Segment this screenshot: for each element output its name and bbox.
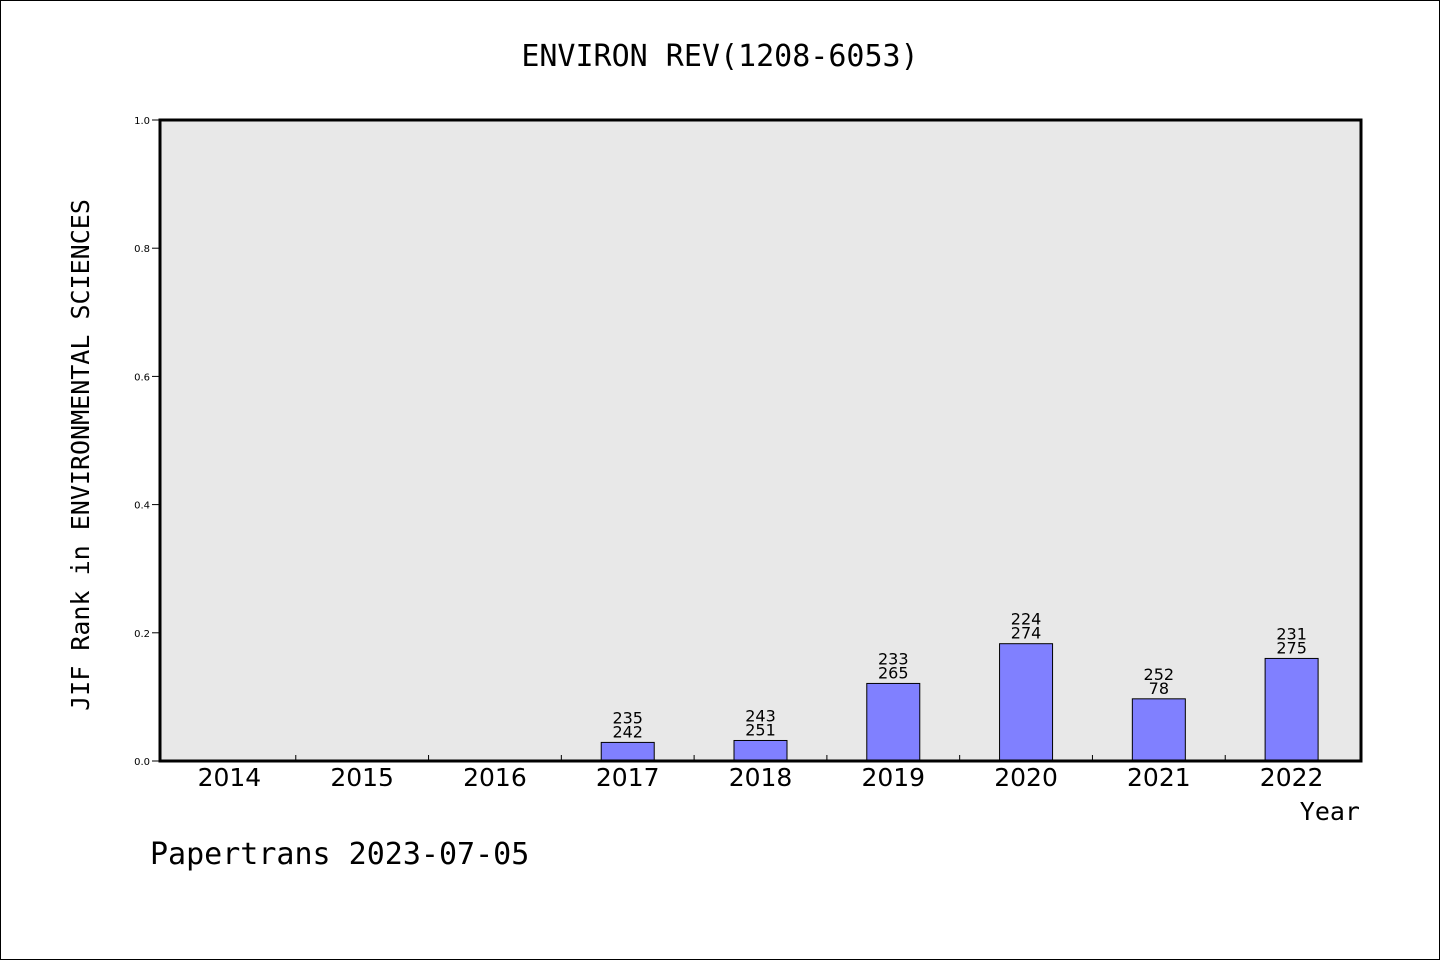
y-tick-label: 0.8 [134,244,150,255]
bar-series [600,643,1319,762]
x-tick-label: 2020 [994,763,1058,792]
bar-label-bottom: 251 [745,720,776,739]
y-tick-label: 0.6 [134,372,150,383]
bar [866,682,921,762]
bar-label-bottom: 274 [1011,624,1042,643]
x-axis-label: Year [1300,797,1360,826]
y-tick-label: 0.2 [134,629,150,640]
plot-area [160,120,1361,761]
bar [999,643,1054,762]
bar-label-bottom: 78 [1149,679,1169,698]
bar [1264,657,1319,762]
footer-credit: Papertrans 2023-07-05 [150,837,529,872]
bar [1131,698,1186,762]
bar-label-top: 231 [1276,624,1307,643]
bar-label-top: 235 [612,708,643,727]
bar-label-bottom: 242 [612,722,643,741]
x-tick-label: 2014 [198,763,262,792]
bar-label-bottom: 275 [1276,638,1307,657]
x-tick-label: 2019 [861,763,925,792]
bar-label-top: 243 [745,706,776,725]
x-axis: 2014 2015 2016 2017 2018 2019 2020 2021 2022 [198,755,1324,792]
x-tick-label: 2015 [330,763,394,792]
plot-border [158,118,1363,763]
bar-label-bottom: 265 [878,663,909,682]
x-tick-label: 2018 [729,763,793,792]
bar [733,739,788,762]
y-tick-label: 0.4 [134,501,150,512]
x-tick-label: 2022 [1260,763,1324,792]
x-tick-label: 2021 [1127,763,1191,792]
bar-label-top: 233 [878,649,909,668]
y-axis-label: JIF Rank in ENVIRONMENTAL SCIENCES [66,199,95,711]
bar-label-top: 252 [1144,665,1175,684]
bar [600,741,655,762]
y-tick-label: 1.0 [134,116,150,127]
x-tick-label: 2016 [463,763,527,792]
y-tick-label: 0.0 [134,757,150,768]
x-tick-label: 2017 [596,763,660,792]
bar-label-top: 224 [1011,610,1042,629]
chart-title: ENVIRON REV(1208-6053) [521,39,918,74]
y-axis: 0.0 0.2 0.4 0.6 0.8 1.0 [134,116,160,768]
